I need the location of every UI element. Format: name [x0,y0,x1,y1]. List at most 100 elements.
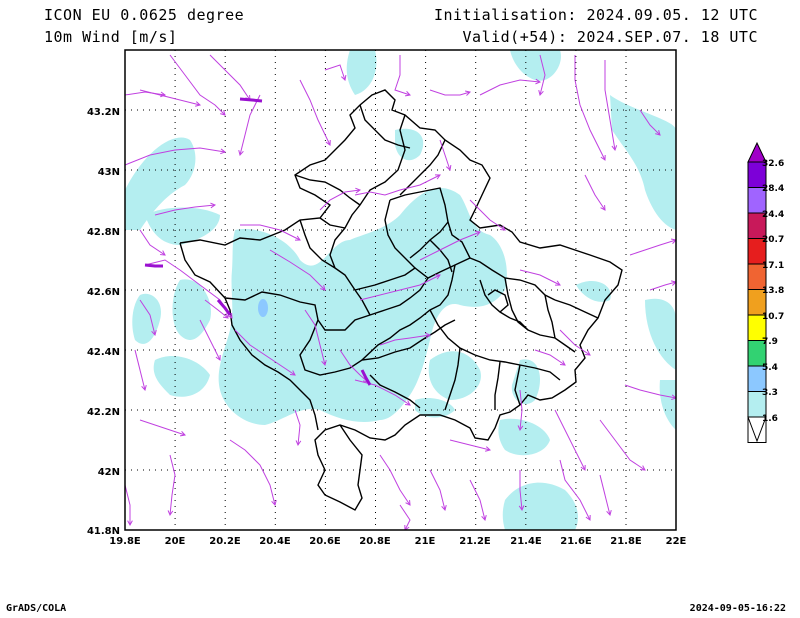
lat-tick: 42.4N [87,347,120,358]
lon-tick: 20.8E [359,536,391,547]
wind-streak [240,224,301,241]
wind-streak [324,64,346,81]
wind-arrowhead [405,499,411,506]
colorbar-label: 32.6 [762,159,784,169]
wind-arrowhead [499,225,506,231]
wind-streak [125,147,226,166]
lat-tick: 43.2N [87,107,120,118]
map-frame [124,49,677,531]
variable-label: 10m Wind [m/s] [44,28,178,46]
wind-streak [429,469,446,511]
wind-streak-strong [216,299,232,316]
wind-arrowhead [179,430,186,437]
lon-tick: 21.4E [510,536,542,547]
wind-arrowhead [289,370,296,376]
wind-arrowhead [445,164,452,171]
wind-streak [519,470,523,511]
wind-arrowhead [538,90,544,97]
wind-arrowhead [151,330,157,337]
wind-streak [624,384,676,399]
wind-arrowhead [670,238,676,244]
wind-streak [519,269,561,286]
colorbar-label: 7.9 [762,337,778,347]
wind-arrowhead [325,139,331,146]
wind-streak [554,409,586,471]
wind-streak [399,504,411,530]
wind-streak [354,379,411,406]
wind-streak [479,79,541,96]
lat-tick: 42.8N [87,227,120,238]
wind-streak [639,109,661,136]
admin-borders [179,89,623,511]
wind-arrowhead [611,145,618,152]
wind-arrowhead [580,464,586,471]
wind-arrowhead [220,148,227,155]
wind-arrowhead [210,202,217,209]
wind-streak [229,439,276,506]
colorbar-label: 24.4 [762,210,784,220]
wind-streak [574,55,606,161]
lat-tick: 43N [98,167,120,178]
wind-streak [604,60,616,151]
wind-streak [419,231,481,261]
wind-arrowhead [220,110,226,116]
wind-arrowhead [465,90,471,96]
footer-timestamp: 2024-09-05-16:22 [689,603,786,614]
wind-arrowhead [600,154,606,161]
lon-tick: 19.8E [109,536,141,547]
wind-streak [469,199,506,231]
wind-streak [134,349,146,391]
colorbar-label: 5.4 [762,363,778,373]
wind-streak [534,349,566,366]
wind-arrowhead [320,285,326,291]
wind-streak [125,484,131,525]
wind-arrowhead [485,446,492,452]
lon-tick: 20E [165,536,186,547]
wind-arrowhead [671,280,676,286]
wind-arrowhead [141,385,147,392]
wind-arrowhead [584,350,591,356]
wind-streak [319,189,361,211]
wind-arrowhead [227,312,233,319]
wind-streak [304,309,326,366]
wind-arrowhead [295,440,302,447]
wind-arrowhead [294,235,301,241]
lon-tick: 21.6E [560,536,592,547]
wind-streak-strong [144,263,163,268]
wind-arrowhead [517,425,524,432]
wind-streak [139,229,166,256]
colorbar-label: 1.6 [762,414,778,424]
lon-tick: 21.2E [459,536,491,547]
wind-arrowhead [271,500,277,507]
wind-arrowhead [606,510,612,517]
wind-arrowhead [441,505,447,512]
wind-streak [269,249,326,291]
wind-streak [204,299,229,319]
wind-streak [139,299,156,336]
wind-streak [599,474,611,516]
lon-tick: 20.2E [209,536,241,547]
footer-credit: GrADS/COLA [6,603,67,614]
wind-arrowhead [535,78,542,85]
wind-streak-strong [239,97,263,103]
wind-streak [234,329,296,376]
wind-arrowhead [425,332,432,339]
lon-tick: 21E [415,536,436,547]
wind-arrowhead [481,515,487,522]
wind-streak [299,79,331,146]
wind-streak [239,94,261,156]
wind-streak [209,54,251,101]
wind-streak [469,479,486,521]
wind-streak [169,54,226,116]
wind-streak [379,334,431,346]
wind-streak [559,329,591,356]
wind-streak [199,319,221,361]
lon-tick: 22E [666,536,687,547]
wind-arrowhead [474,230,481,237]
valid-time: Valid(+54): 2024.SEP.07. 18 UTC [462,28,758,46]
wind-streak [429,89,471,96]
wind-arrowhead [159,250,166,256]
wind-arrowhead [355,187,362,194]
wind-streak [154,204,216,216]
